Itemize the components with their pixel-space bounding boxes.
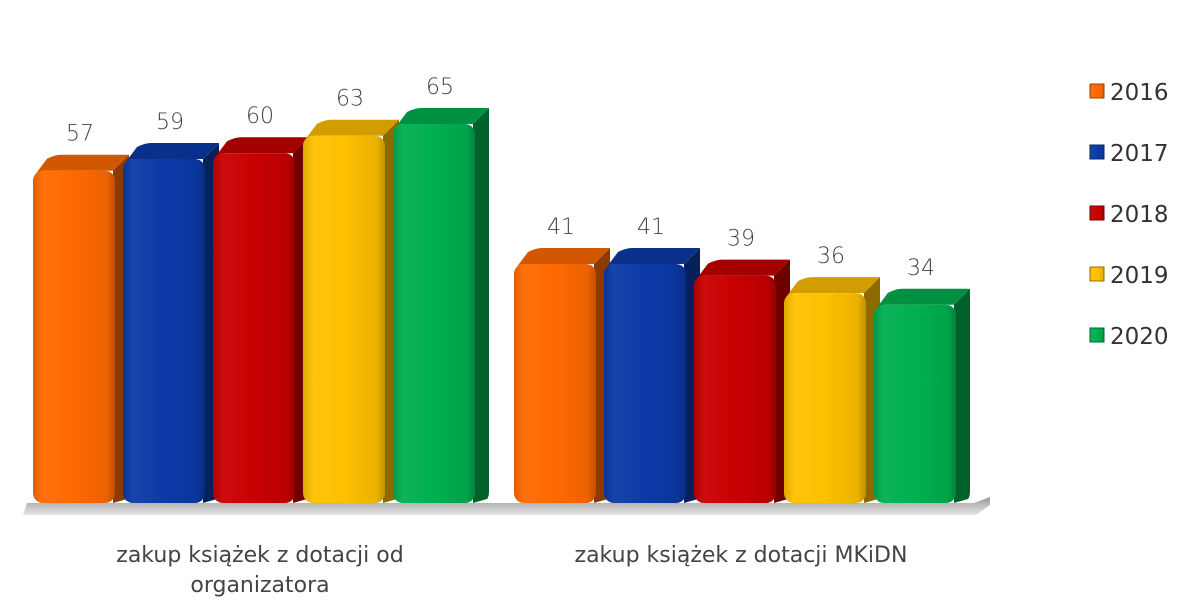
bar-top xyxy=(395,108,489,129)
floor-shadow xyxy=(23,497,990,515)
data-label: 41 xyxy=(547,215,575,240)
bar xyxy=(213,137,309,503)
bar-top xyxy=(786,277,880,298)
category-label: zakup książek z dotacji od xyxy=(116,543,403,568)
bar xyxy=(33,154,129,503)
legend-item: 2020 xyxy=(1089,324,1169,350)
legend-item: 2019 xyxy=(1089,263,1169,289)
data-label: 60 xyxy=(246,104,274,129)
bar-side xyxy=(954,288,970,503)
bar xyxy=(123,143,219,503)
bar xyxy=(303,119,399,504)
legend-label: 2020 xyxy=(1110,324,1169,350)
category-label-group: zakup książek z dotacji od organizatora za… xyxy=(116,543,907,598)
legend-item: 2016 xyxy=(1089,80,1169,106)
legend-label: 2017 xyxy=(1110,141,1169,167)
data-label: 63 xyxy=(336,87,364,112)
bar-top xyxy=(696,259,790,280)
data-label: 34 xyxy=(907,256,935,281)
bar xyxy=(604,247,700,503)
bar-top xyxy=(516,247,610,268)
bar xyxy=(784,277,880,503)
bar-top xyxy=(606,247,700,268)
bar-front xyxy=(33,170,115,503)
data-label: 36 xyxy=(817,244,845,269)
category-label: zakup książek z dotacji MKiDN xyxy=(575,543,908,568)
bar-front xyxy=(123,159,205,503)
bar-side xyxy=(473,108,489,504)
legend-swatch xyxy=(1089,327,1105,343)
bar-front xyxy=(393,124,475,504)
data-label: 59 xyxy=(156,110,184,135)
bar-front xyxy=(514,263,596,503)
chart-floor xyxy=(23,497,990,515)
bar-top xyxy=(215,137,309,158)
legend-label: 2019 xyxy=(1110,263,1169,289)
legend-label: 2018 xyxy=(1110,202,1169,228)
legend-item: 2017 xyxy=(1089,141,1169,167)
bar-front xyxy=(213,153,295,503)
legend-item: 2018 xyxy=(1089,202,1169,228)
bar-group xyxy=(33,108,970,504)
data-label: 39 xyxy=(727,227,755,252)
legend-swatch xyxy=(1089,83,1105,99)
data-label: 65 xyxy=(426,75,454,100)
legend-swatch xyxy=(1089,205,1105,221)
bar-top xyxy=(125,143,219,164)
bar-front xyxy=(874,304,956,503)
bar xyxy=(694,259,790,503)
bar-front xyxy=(303,135,385,503)
legend-swatch xyxy=(1089,266,1105,282)
bar-front xyxy=(784,293,866,503)
bar-front xyxy=(694,275,776,503)
category-label: organizatora xyxy=(190,573,329,598)
bar xyxy=(393,108,489,504)
bar-top xyxy=(876,288,970,309)
bar-top xyxy=(305,119,399,140)
legend: 2016 2017 2018 2019 2020 xyxy=(1089,80,1169,350)
bar xyxy=(514,247,610,503)
data-label-group: 57 59 60 63 65 41 41 39 36 34 xyxy=(66,75,935,281)
bar xyxy=(874,288,970,503)
data-label: 41 xyxy=(637,215,665,240)
data-label: 57 xyxy=(66,122,94,147)
bar-top xyxy=(35,154,129,175)
legend-label: 2016 xyxy=(1110,80,1169,106)
bar-front xyxy=(604,263,686,503)
legend-swatch xyxy=(1089,144,1105,160)
